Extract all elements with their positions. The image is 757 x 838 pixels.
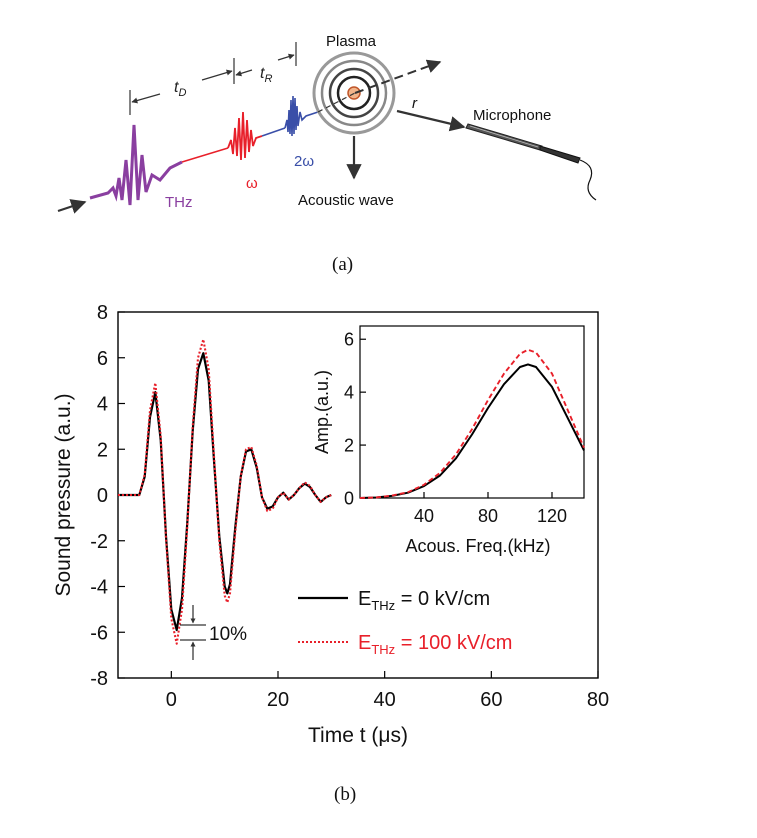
tr-arrow-left — [235, 69, 253, 77]
x-tick-label-0: 0 — [166, 689, 177, 711]
x-tick-label-1: 20 — [267, 689, 289, 711]
r-label: r — [412, 95, 418, 112]
inset-y-axis-label: Amp.(a.u.) — [312, 370, 332, 454]
series-line-1 — [359, 348, 585, 499]
main-y-axis-label: Sound pressure (a.u.) — [52, 393, 75, 596]
inset-axis-ticks: 40 80 120 0 2 4 6 — [344, 330, 567, 526]
plasma-ring-1 — [336, 75, 372, 111]
y-tick-label-1: -6 — [90, 622, 108, 644]
beam-through-plasma — [317, 92, 356, 113]
inset-plot-frame — [359, 325, 585, 499]
y-tick-label-7: 6 — [97, 348, 108, 370]
y-tick-label-1: 2 — [344, 435, 354, 455]
tr-arrow-right — [277, 53, 295, 61]
ten-percent-label: 10% — [209, 624, 247, 645]
x-tick-label-4: 80 — [587, 689, 609, 711]
caption-b: (b) — [334, 784, 356, 805]
main-x-axis-label: Time t (μs) — [308, 724, 408, 747]
incoming-beam-arrow — [57, 199, 87, 214]
y-tick-label-2: 4 — [344, 382, 354, 402]
y-tick-label-0: -8 — [90, 668, 108, 690]
panel-a-schematic: tD tR Plasma r Acoustic wave Microphone … — [57, 33, 597, 275]
x-tick-label-2: 120 — [537, 506, 567, 526]
td-arrow-left — [131, 93, 161, 104]
y-tick-label-2: -4 — [90, 577, 108, 599]
outgoing-beam-arrow — [354, 59, 442, 94]
microphone-icon — [465, 123, 597, 201]
r-distance-arrow — [396, 109, 466, 132]
ten-percent-annotation: 10% — [180, 605, 247, 660]
y-tick-label-5: 2 — [97, 439, 108, 461]
plasma-ring-outer — [312, 51, 396, 135]
microphone-label: Microphone — [473, 107, 551, 124]
td-label: tD — [174, 79, 186, 99]
omega-label: ω — [246, 175, 258, 192]
y-tick-label-0: 0 — [344, 488, 354, 508]
omega-pulse — [227, 111, 263, 161]
inset-chart: 40 80 120 0 2 4 6 Amp.(a.u.) Acous. Freq.(kHz) — [312, 325, 585, 556]
legend-label-0: ETHz = 0 kV/cm — [358, 588, 490, 613]
main-series-group — [118, 338, 332, 645]
thz-label: THz — [165, 194, 193, 211]
y-tick-label-4: 0 — [97, 485, 108, 507]
two-omega-beam-line — [261, 127, 286, 137]
plasma-label: Plasma — [326, 33, 377, 50]
caption-a: (a) — [332, 254, 353, 275]
inset-x-axis-label: Acous. Freq.(kHz) — [405, 536, 550, 556]
series-line-1 — [118, 338, 332, 645]
x-tick-label-0: 40 — [414, 506, 434, 526]
omega-beam-line — [181, 147, 229, 163]
plasma-ring-2 — [328, 67, 380, 119]
x-tick-label-1: 80 — [478, 506, 498, 526]
x-tick-label-2: 40 — [374, 689, 396, 711]
acoustic-wave-label: Acoustic wave — [298, 192, 394, 209]
y-tick-label-6: 4 — [97, 394, 108, 416]
plasma-ring-3 — [320, 59, 388, 127]
td-arrow-right — [201, 69, 233, 81]
two-omega-pulse — [284, 95, 319, 137]
legend: ETHz = 0 kV/cm ETHz = 100 kV/cm — [298, 588, 512, 657]
two-omega-label: 2ω — [294, 153, 314, 170]
y-tick-label-8: 8 — [97, 302, 108, 324]
legend-label-1: ETHz = 100 kV/cm — [358, 632, 512, 657]
y-tick-label-3: 6 — [344, 330, 354, 350]
inset-series-group — [359, 348, 585, 499]
thz-pulse — [89, 124, 183, 206]
tr-label: tR — [260, 65, 272, 85]
x-tick-label-3: 60 — [480, 689, 502, 711]
y-tick-label-3: -2 — [90, 531, 108, 553]
